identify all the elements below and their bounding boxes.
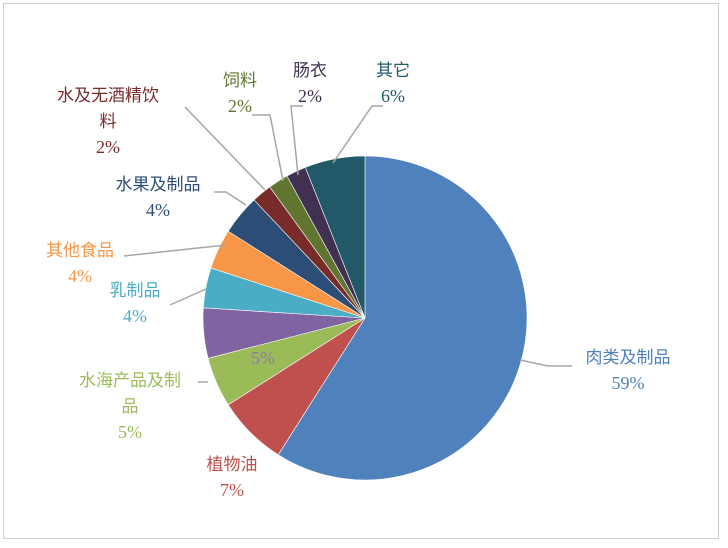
slice-value-label-6: 4% [146,200,170,220]
slice-label-8-line-0: 饲料 [223,71,257,91]
slice-value-label-8: 2% [228,96,252,116]
leader-line-5 [123,244,227,257]
slice-value-label-10: 6% [381,86,405,106]
slice-value-label-4: 4% [123,306,147,326]
leader-line-0 [519,359,572,367]
slice-label-5-line-0: 其他食品 [46,241,114,261]
leader-line-7 [184,106,266,191]
slice-label-10-line-0: 其它 [376,61,410,81]
slice-label-2-line-0: 水海产品及制 [79,371,181,391]
slice-value-label-0: 59% [612,373,645,393]
slice-value-label-1: 7% [220,480,244,500]
leader-line-4 [169,288,207,306]
pie-slice-10 [304,155,366,319]
slice-label-7-line-1: 料 [100,112,117,132]
pie-slice-0 [277,155,528,481]
slice-label-9-line-0: 肠衣 [293,61,327,81]
slice-label-4-line-0: 乳制品 [110,281,161,301]
leader-line-6 [214,191,247,206]
leader-lines [123,105,572,383]
slice-value-label-2: 5% [118,422,142,442]
slice-value-label-3: 5% [251,348,275,368]
pie-slices [202,155,528,481]
slice-value-label-5: 4% [68,266,92,286]
slice-label-0-line-0: 肉类及制品 [586,348,671,368]
slice-label-7-line-0: 水及无酒精饮 [57,86,159,106]
leader-line-10 [332,105,383,164]
slice-label-1-line-0: 植物油 [207,455,258,475]
slice-label-2-line-1: 品 [122,397,139,417]
leader-line-9 [290,105,303,176]
leader-line-8 [252,114,284,182]
slice-value-label-9: 2% [298,86,322,106]
slice-value-label-7: 2% [96,137,120,157]
slice-label-6-line-0: 水果及制品 [116,175,201,195]
